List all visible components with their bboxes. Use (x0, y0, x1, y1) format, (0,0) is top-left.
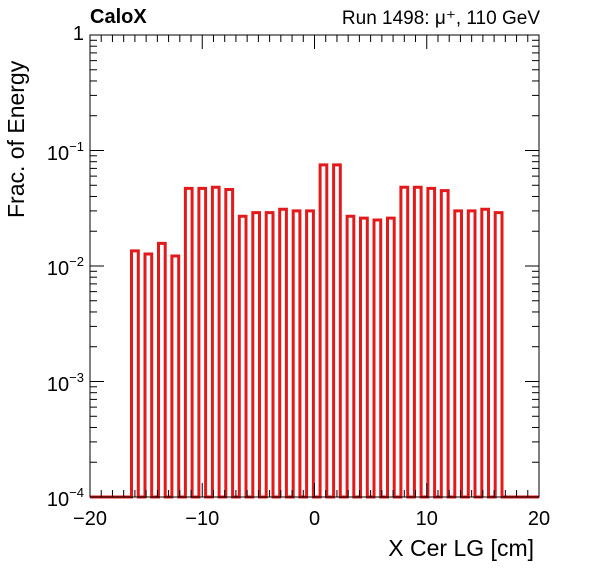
x-tick-label: −10 (185, 508, 220, 530)
y-tick-label: 10−4 (46, 485, 84, 511)
histogram-bar (495, 213, 502, 497)
histogram-bar (482, 209, 489, 497)
histogram-bar (347, 216, 354, 497)
histogram-bar (401, 187, 408, 497)
y-tick-label: 1 (72, 23, 84, 45)
histogram-bar (468, 211, 475, 497)
histogram-bar (185, 188, 192, 497)
histogram-bar (361, 218, 368, 497)
histogram-bar (428, 188, 435, 497)
y-tick-label: 10−2 (46, 254, 84, 280)
run-label: Run 1498: μ⁺, 110 GeV (341, 8, 540, 29)
histogram-bar (145, 254, 152, 497)
x-tick-label: −20 (73, 508, 107, 530)
histogram-bar (441, 191, 448, 497)
plot-frame (89, 34, 540, 498)
histogram-bar (455, 211, 462, 497)
x-axis-label: X Cer LG [cm] (388, 535, 534, 561)
histogram-bar (334, 165, 341, 497)
histogram-bar (132, 251, 139, 497)
histogram-bar (387, 218, 394, 497)
y-tick-label: 10−1 (46, 138, 84, 165)
x-tick-label: 10 (415, 508, 438, 530)
histogram-bar (266, 213, 273, 497)
histogram-bar (414, 187, 421, 497)
x-tick-label: 0 (308, 508, 321, 530)
histogram-bar (320, 165, 327, 497)
histogram-bar (293, 211, 300, 497)
histogram-bar (307, 211, 314, 497)
histogram-bar (226, 189, 233, 497)
histogram-bar (212, 187, 219, 497)
y-tick-label: 10−3 (46, 369, 84, 396)
histogram-bar (172, 256, 179, 497)
histogram-bar (374, 220, 381, 497)
histogram-bar (199, 188, 206, 497)
x-tick-label: 20 (527, 508, 551, 530)
histogram-bar (253, 213, 260, 497)
histogram-bar (239, 216, 246, 497)
histogram-bar (158, 243, 165, 497)
histogram-bars (90, 163, 539, 499)
experiment-label: CaloX (90, 6, 147, 28)
histogram-bar (280, 209, 287, 497)
